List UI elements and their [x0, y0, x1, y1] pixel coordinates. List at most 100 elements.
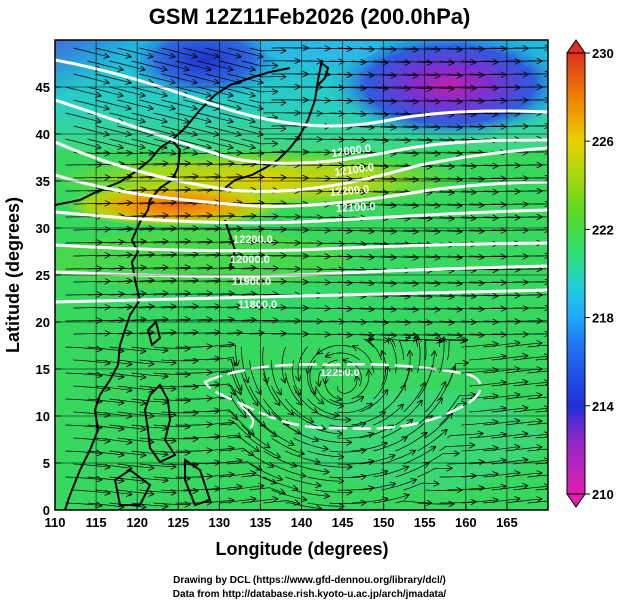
streamline [329, 397, 364, 404]
streamline [175, 241, 212, 243]
streamline [131, 398, 168, 402]
streamline [109, 112, 145, 122]
streamline [219, 473, 256, 478]
streamline [249, 437, 280, 457]
streamline [425, 308, 462, 310]
streamline [131, 476, 168, 480]
streamline [373, 367, 388, 400]
streamline [403, 483, 439, 491]
streamline [527, 344, 548, 348]
streamline [183, 358, 220, 360]
streamline [425, 126, 462, 128]
streamline [337, 204, 374, 205]
streamline [95, 463, 132, 468]
contour-labels: 12000.0 12100.0 12200.0 12100.0 12200.0 … [230, 143, 376, 379]
streamline [381, 385, 405, 413]
streamline [241, 216, 278, 217]
streamline [153, 477, 190, 479]
streamline [249, 308, 286, 309]
streamline [359, 48, 396, 50]
streamline [535, 99, 548, 101]
contour-label: 11800.0 [238, 299, 277, 311]
streamline [131, 450, 168, 454]
streamline [205, 307, 242, 308]
streamline [131, 346, 168, 350]
streamline [131, 163, 168, 165]
streamline [153, 163, 190, 165]
colorbar-tick-label: 214 [592, 399, 614, 414]
streamline [527, 396, 548, 400]
streamline [483, 421, 520, 426]
streamline [175, 138, 211, 148]
streamline [483, 499, 520, 504]
streamline [535, 436, 548, 439]
streamline [513, 356, 548, 361]
streamline [161, 412, 198, 413]
streamline [527, 500, 548, 504]
streamline [469, 48, 506, 49]
streamline [65, 451, 102, 454]
contour-label: 12000.0 [230, 254, 270, 266]
streamline [73, 307, 110, 308]
streamline [271, 385, 294, 415]
streamline [153, 347, 190, 349]
streamline [395, 433, 427, 452]
streamline [439, 295, 476, 296]
streamline [513, 382, 548, 387]
streamline [153, 503, 190, 505]
x-tick-label: 115 [86, 515, 107, 530]
streamline [109, 476, 146, 481]
streamline [483, 473, 520, 478]
streamline [73, 203, 110, 204]
streamline [351, 412, 385, 426]
streamline [205, 461, 242, 465]
streamline [249, 385, 270, 416]
streamline [95, 229, 132, 230]
streamline [417, 367, 433, 400]
streamline [491, 486, 528, 491]
streamline [307, 217, 344, 218]
streamline [505, 447, 542, 452]
streamline [461, 344, 498, 348]
streamline [197, 268, 234, 270]
streamline [315, 463, 352, 467]
streamline [175, 86, 211, 96]
streamline [329, 243, 366, 244]
streamline [373, 243, 410, 245]
streamline [73, 125, 109, 135]
streamline [131, 424, 168, 428]
streamline [403, 178, 440, 180]
streamline [461, 396, 498, 400]
streamline [318, 344, 352, 353]
streamline [117, 176, 154, 178]
streamline [139, 438, 176, 441]
streamline [263, 501, 300, 504]
streamline [447, 152, 484, 153]
streamline [417, 139, 454, 141]
streamline [439, 476, 476, 477]
streamline [447, 126, 484, 127]
streamline [241, 138, 277, 144]
streamline [425, 334, 462, 336]
streamline [351, 113, 388, 115]
x-tick-label: 140 [291, 515, 313, 530]
streamline [293, 489, 329, 496]
streamline [73, 411, 110, 415]
streamline [351, 499, 388, 504]
streamline [469, 434, 506, 439]
x-tick-label: 110 [45, 515, 66, 530]
colorbar-min-arrow [566, 493, 586, 508]
streamline [395, 501, 432, 503]
streamline [139, 228, 176, 230]
streamline [359, 74, 396, 76]
streamline [65, 399, 102, 402]
streamline [263, 476, 298, 489]
streamline [337, 100, 374, 101]
streamline [227, 281, 264, 282]
streamline [359, 204, 396, 206]
streamline [161, 332, 198, 334]
streamline [161, 99, 197, 109]
streamline [219, 138, 255, 148]
streamline [95, 152, 132, 154]
streamline [307, 113, 344, 114]
